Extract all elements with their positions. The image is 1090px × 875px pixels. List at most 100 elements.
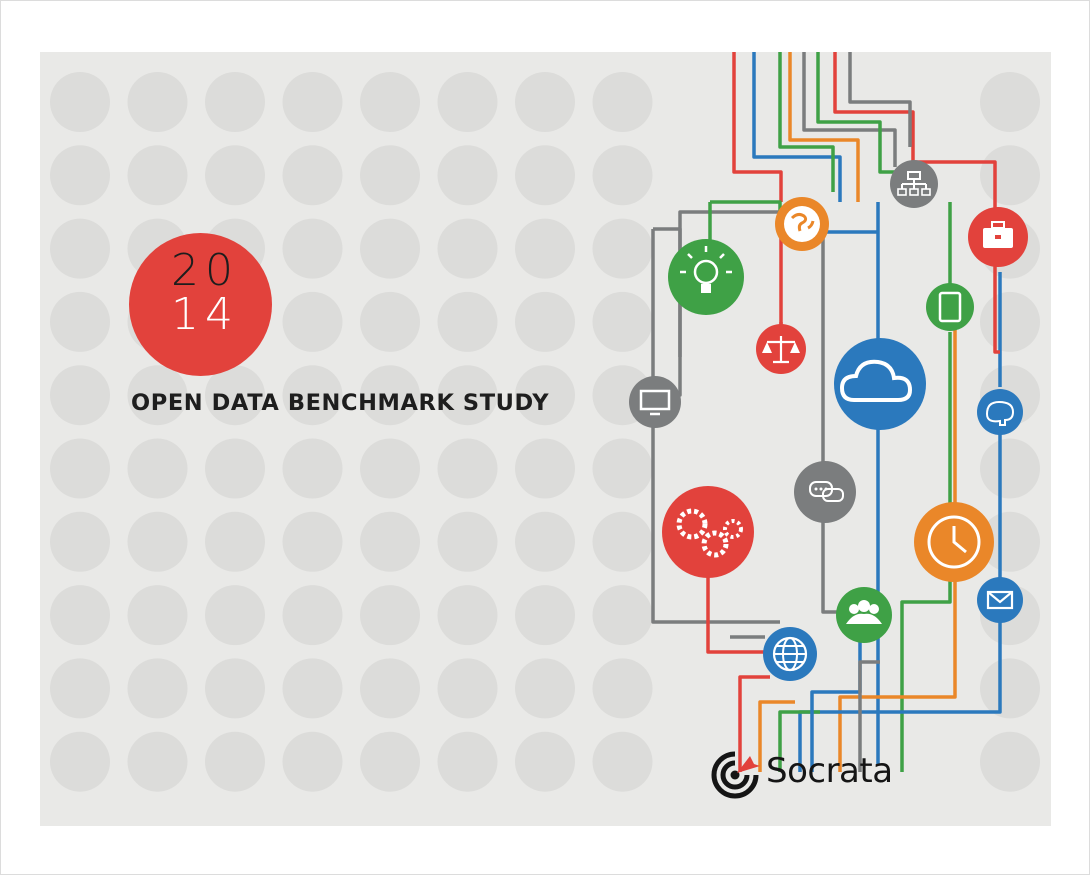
background-dot (515, 145, 575, 206)
background-dot (127, 145, 188, 206)
background-dot (127, 585, 188, 646)
background-dot (50, 72, 110, 132)
background-dot (592, 218, 653, 279)
background-dot (360, 145, 420, 206)
background-dot (50, 585, 110, 646)
background-dot (515, 658, 575, 719)
background-dot (980, 511, 1040, 572)
background-dot (515, 72, 575, 132)
background-dot (50, 218, 110, 279)
background-dot (515, 511, 575, 572)
tablet-icon (926, 283, 974, 331)
background-dot (50, 291, 110, 352)
background-dot (282, 291, 343, 352)
background-dot (592, 438, 653, 499)
background-dot (282, 218, 343, 279)
year-top-digits: 20 (171, 245, 239, 296)
background-dot (282, 365, 343, 426)
background-dot (515, 585, 575, 646)
background-dot (127, 658, 188, 719)
background-dot (282, 585, 343, 646)
background-dot (437, 145, 498, 206)
year-bottom-digits: 14 (171, 289, 239, 340)
globe-world-icon (775, 197, 829, 251)
globe-grid-icon (763, 627, 817, 681)
background-dot (437, 511, 498, 572)
background-dot (205, 511, 265, 572)
background-dot (437, 438, 498, 499)
background-dot (360, 585, 420, 646)
chat-bubbles-icon (794, 461, 856, 523)
background-dot (50, 731, 110, 792)
background-dot (205, 72, 265, 132)
background-dot (205, 438, 265, 499)
org-chart-icon (890, 160, 938, 208)
background-dot (980, 72, 1040, 132)
background-dot (437, 365, 498, 426)
background-dot (127, 731, 188, 792)
background-dot (205, 731, 265, 792)
background-dot (360, 658, 420, 719)
background-dot (437, 585, 498, 646)
scales-icon (756, 324, 806, 374)
socrata-target-icon (711, 751, 760, 799)
background-dot (50, 365, 110, 426)
background-dot (437, 291, 498, 352)
background-dot (360, 72, 420, 132)
background-dot (515, 365, 575, 426)
background-dot (127, 72, 188, 132)
briefcase-icon (968, 207, 1028, 267)
monitor-icon (629, 376, 681, 428)
background-dot (282, 145, 343, 206)
background-dot (980, 658, 1040, 719)
socrata-logo: Socrata (710, 748, 930, 800)
background-dot (50, 511, 110, 572)
background-dot (50, 145, 110, 206)
background-dot (980, 731, 1040, 792)
background-dot (592, 585, 653, 646)
background-dot (592, 658, 653, 719)
background-dot (592, 145, 653, 206)
background-dot (592, 72, 653, 132)
background-dot (360, 218, 420, 279)
background-dot (437, 72, 498, 132)
background-dot (437, 218, 498, 279)
background-dot (127, 511, 188, 572)
year-badge: 20 14 (129, 233, 272, 376)
background-dot (592, 731, 653, 792)
background-dot (205, 585, 265, 646)
brain-icon (977, 389, 1023, 435)
background-dot (282, 731, 343, 792)
background-dot (515, 731, 575, 792)
background-dot (360, 511, 420, 572)
background-dot (515, 291, 575, 352)
background-dot (205, 365, 265, 426)
report-title: OPEN DATA BENCHMARK STUDY (131, 390, 550, 416)
background-dot (360, 731, 420, 792)
people-group-icon (836, 587, 892, 643)
background-dot (282, 72, 343, 132)
background-dot (282, 438, 343, 499)
background-dot (360, 365, 420, 426)
background-dot (127, 438, 188, 499)
clock-icon (914, 502, 994, 582)
cloud-icon (834, 338, 926, 430)
icon-network-illustration (629, 52, 1028, 772)
background-dot (50, 658, 110, 719)
background-dot (360, 438, 420, 499)
background-dot (980, 438, 1040, 499)
background-dot (592, 291, 653, 352)
gears-icon (662, 486, 754, 578)
background-dot (360, 291, 420, 352)
background-dot (515, 218, 575, 279)
background-dot (282, 658, 343, 719)
background-dot (205, 145, 265, 206)
background-dot (50, 438, 110, 499)
brand-name: Socrata (766, 751, 893, 791)
background-dot (282, 511, 343, 572)
background-dot (205, 658, 265, 719)
envelope-icon (977, 577, 1023, 623)
background-dot (437, 658, 498, 719)
background-dot (592, 511, 653, 572)
